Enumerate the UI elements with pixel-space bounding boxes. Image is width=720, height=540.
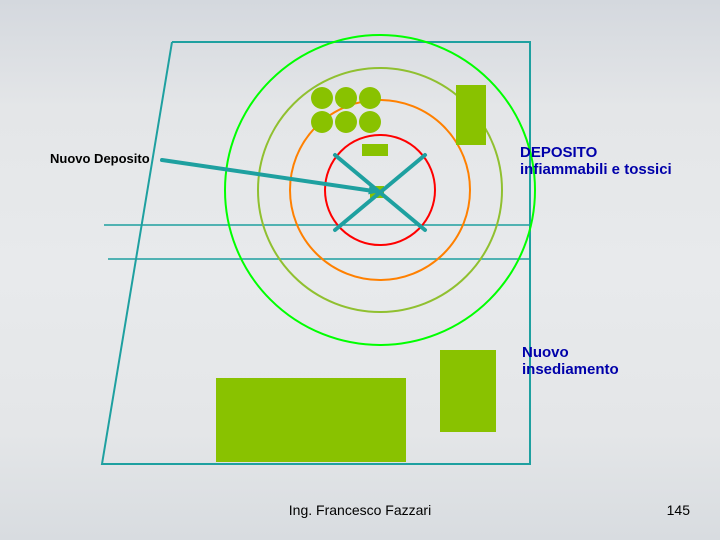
label-deposito-infiammabili: DEPOSITO infiammabili e tossici [520, 145, 672, 178]
diagram-svg [0, 0, 720, 540]
footer-author: Ing. Francesco Fazzari [0, 502, 720, 518]
label-nuovo-deposito: Nuovo Deposito [50, 152, 150, 166]
label-line1: DEPOSITO [520, 144, 597, 161]
label-line1: Nuovo [522, 344, 569, 361]
label-line2: insediamento [522, 361, 619, 378]
page-number: 145 [667, 502, 690, 518]
slide: Nuovo Deposito DEPOSITO infiammabili e t… [0, 0, 720, 540]
label-line2: infiammabili e tossici [520, 161, 672, 178]
label-nuovo-insediamento: Nuovo insediamento [522, 345, 619, 378]
